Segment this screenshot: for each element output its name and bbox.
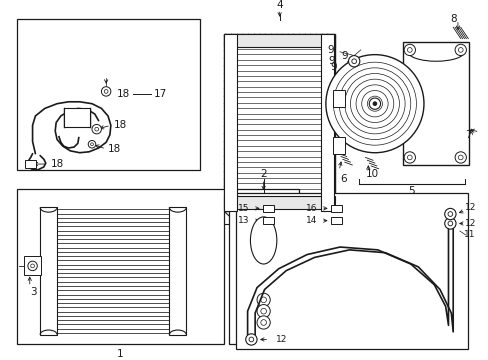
Text: 9: 9: [341, 51, 347, 60]
Circle shape: [348, 55, 359, 67]
Circle shape: [444, 208, 455, 220]
Circle shape: [101, 87, 111, 96]
Text: 4: 4: [276, 0, 283, 10]
Circle shape: [335, 141, 342, 149]
Circle shape: [28, 261, 37, 271]
Circle shape: [260, 320, 266, 325]
Circle shape: [92, 125, 101, 134]
Bar: [40, 207, 57, 335]
Bar: [224, 34, 237, 211]
Bar: [24, 256, 41, 275]
Bar: [17, 19, 200, 170]
Circle shape: [404, 44, 415, 55]
Bar: [321, 34, 334, 211]
Circle shape: [257, 293, 270, 306]
Bar: [25, 160, 36, 168]
Circle shape: [257, 305, 270, 318]
Circle shape: [444, 218, 455, 229]
Circle shape: [407, 155, 411, 160]
Text: 3: 3: [30, 287, 37, 297]
Text: 18: 18: [113, 120, 127, 130]
Text: 18: 18: [116, 89, 129, 99]
Circle shape: [245, 334, 257, 345]
Circle shape: [335, 94, 342, 102]
Circle shape: [457, 155, 462, 160]
Circle shape: [260, 309, 266, 314]
Text: 15: 15: [238, 204, 249, 213]
Text: 1: 1: [117, 348, 123, 359]
Text: 5: 5: [407, 186, 414, 197]
Circle shape: [407, 48, 411, 52]
Bar: [224, 34, 335, 47]
Circle shape: [351, 59, 356, 64]
Circle shape: [457, 48, 462, 52]
Text: 9: 9: [327, 45, 334, 55]
Bar: [228, 189, 299, 344]
Circle shape: [104, 90, 108, 93]
Circle shape: [90, 143, 93, 146]
Circle shape: [95, 127, 99, 131]
Circle shape: [28, 161, 34, 167]
Circle shape: [88, 140, 96, 148]
Bar: [17, 189, 224, 344]
Ellipse shape: [250, 217, 276, 264]
Bar: [333, 137, 344, 154]
Circle shape: [31, 264, 34, 268]
Text: 12: 12: [464, 203, 475, 212]
Circle shape: [447, 221, 452, 226]
Text: 9: 9: [328, 56, 335, 66]
Bar: [403, 42, 468, 165]
Text: 18: 18: [50, 159, 63, 169]
Bar: [262, 204, 273, 212]
Bar: [224, 34, 335, 211]
Circle shape: [454, 44, 466, 55]
Text: 6: 6: [340, 174, 346, 184]
Text: 17: 17: [154, 89, 167, 99]
Bar: [262, 217, 273, 224]
Bar: [236, 193, 468, 349]
Circle shape: [260, 297, 266, 303]
Text: 18: 18: [108, 144, 121, 154]
Circle shape: [368, 98, 380, 109]
Text: 7: 7: [464, 130, 470, 140]
Circle shape: [454, 152, 466, 163]
Text: 2: 2: [260, 170, 266, 179]
Text: 12: 12: [464, 219, 475, 228]
Circle shape: [325, 55, 423, 153]
Circle shape: [257, 316, 270, 329]
Bar: [224, 196, 335, 209]
Bar: [330, 204, 341, 212]
Circle shape: [404, 152, 415, 163]
Bar: [330, 217, 341, 224]
Circle shape: [447, 212, 452, 216]
Text: 9: 9: [330, 62, 337, 72]
Text: 13: 13: [238, 216, 249, 225]
Bar: [169, 207, 186, 335]
Text: 11: 11: [464, 230, 475, 239]
Text: 12: 12: [275, 335, 286, 344]
Bar: [333, 90, 344, 107]
Bar: [63, 108, 90, 127]
Circle shape: [248, 337, 253, 342]
Text: 14: 14: [305, 216, 317, 225]
Text: 8: 8: [449, 14, 456, 24]
Text: 10: 10: [365, 170, 378, 179]
Text: 16: 16: [305, 204, 317, 213]
Circle shape: [372, 102, 376, 105]
